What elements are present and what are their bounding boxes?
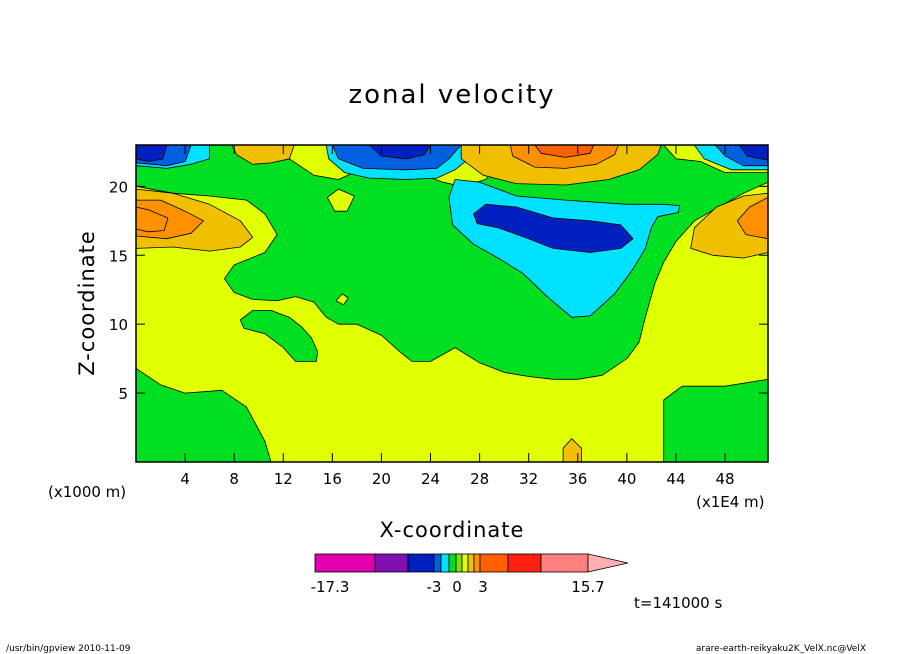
colorbar-swatch: [507, 553, 542, 573]
contour-region: [136, 145, 168, 162]
contour-region: [473, 203, 634, 253]
x-axis-ticks: 4 8 12 16 20 24 28 32 36 40 44 48: [180, 145, 735, 488]
time-label: t=141000 s: [634, 594, 722, 612]
y-tick-label: 10: [109, 316, 128, 334]
colorbar-label: -17.3: [311, 578, 350, 596]
y-scale-note: (x1000 m): [48, 483, 126, 501]
plot-frame: [135, 144, 769, 463]
y-tick-label: 15: [109, 247, 128, 265]
footer-right: arare-earth-reikyaku2K_VelX.nc@VelX: [696, 644, 866, 654]
colorbar-swatch: [473, 553, 481, 573]
contour-region: [239, 309, 319, 362]
x-scale-note: (x1E4 m): [696, 493, 765, 511]
x-tick-label: 40: [617, 470, 636, 488]
colorbar-swatch: [479, 553, 509, 573]
x-tick-label: 24: [421, 470, 440, 488]
colorbar-swatch: [448, 553, 457, 573]
y-axis-ticks: 5 10 15 20: [109, 178, 768, 403]
contour-region: [562, 438, 582, 462]
colorbar-swatch: [540, 553, 589, 573]
x-tick-label: 8: [229, 470, 239, 488]
x-tick-label: 20: [372, 470, 391, 488]
contour-region: [335, 293, 349, 306]
x-tick-label: 28: [470, 470, 489, 488]
x-tick-label: 48: [716, 470, 735, 488]
contour-region: [136, 206, 169, 233]
colorbar-swatch: [440, 553, 450, 573]
contour-region: [739, 145, 768, 161]
colorbar-swatch: [467, 553, 475, 573]
x-tick-label: 32: [519, 470, 538, 488]
colorbar-swatch: [407, 553, 435, 573]
colorbar-label: -3: [427, 578, 442, 596]
colorbar-swatch: [374, 553, 409, 573]
x-tick-label: 4: [180, 470, 190, 488]
colorbar-label: 0: [452, 578, 462, 596]
colorbar-swatch: [314, 553, 376, 573]
contour-region: [368, 145, 431, 160]
colorbar: -17.3 -3 0 3 15.7: [311, 553, 629, 596]
x-tick-label: 12: [274, 470, 293, 488]
footer-left: /usr/bin/gpview 2010-11-09: [6, 644, 131, 654]
colorbar-swatch: [455, 553, 463, 573]
contour-region: [326, 188, 355, 212]
contour-region: [534, 145, 595, 158]
colorbar-label: 3: [478, 578, 488, 596]
x-tick-label: 16: [323, 470, 342, 488]
y-tick-label: 20: [109, 178, 128, 196]
contour-region: [136, 367, 272, 462]
contour-fields: [136, 145, 768, 462]
x-tick-label: 36: [568, 470, 587, 488]
x-tick-label: 44: [666, 470, 685, 488]
colorbar-arrow: [587, 553, 629, 573]
colorbar-swatch: [461, 553, 469, 573]
x-axis-label: X-coordinate: [380, 518, 525, 542]
contour-region: [231, 145, 295, 165]
contour-region: [736, 196, 768, 240]
contour-region: [663, 378, 768, 462]
chart-title: zonal velocity: [348, 80, 555, 110]
colorbar-label: 15.7: [571, 578, 604, 596]
colorbar-swatch: [433, 553, 442, 573]
y-axis-label: Z-coordinate: [75, 230, 99, 376]
y-tick-label: 5: [118, 385, 128, 403]
